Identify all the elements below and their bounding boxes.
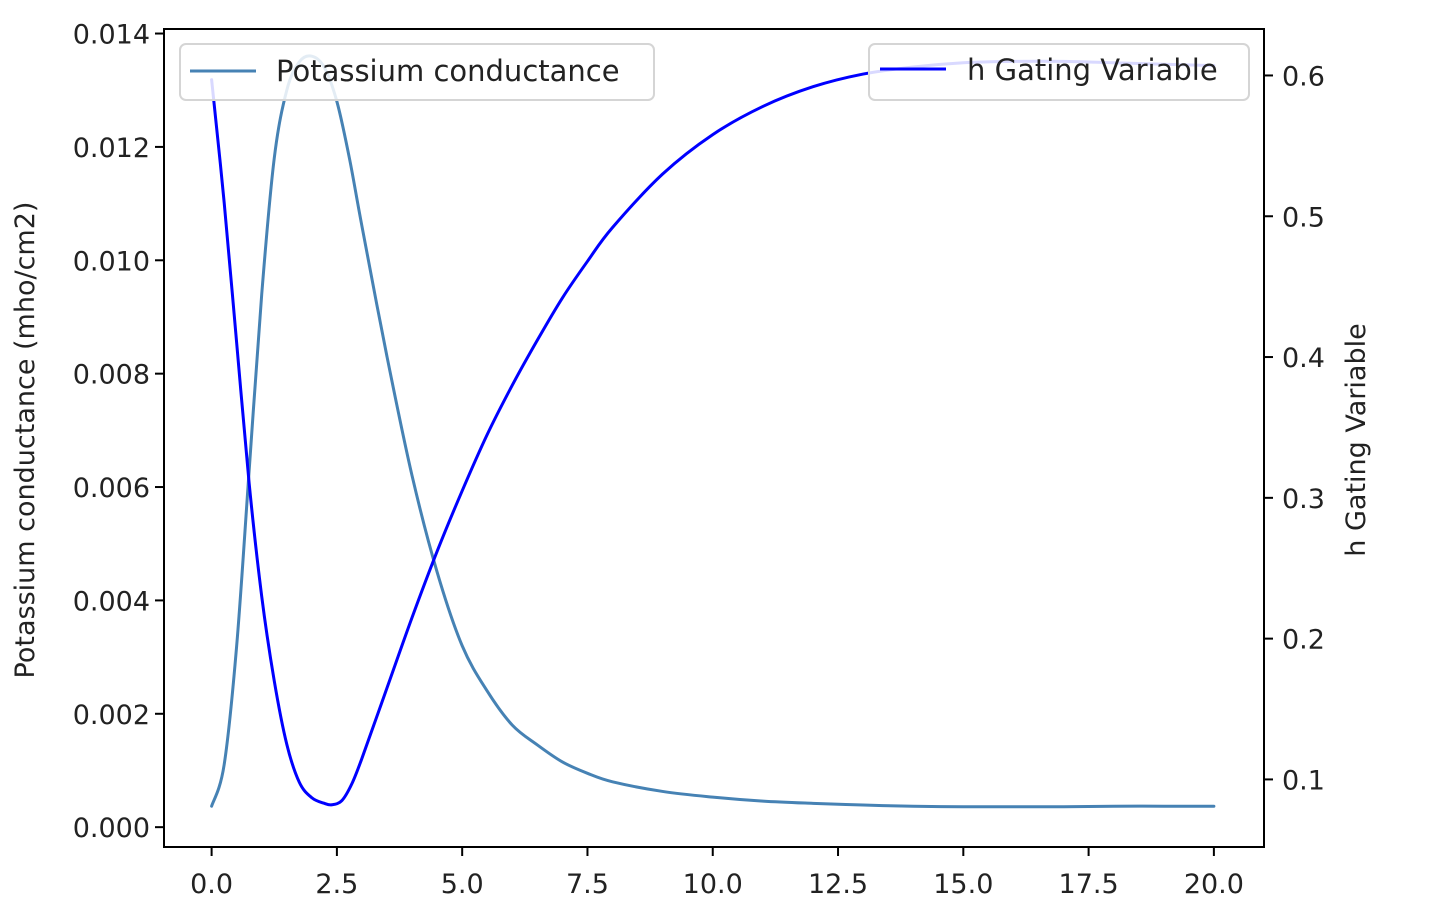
x-tick-label: 15.0 <box>933 869 993 900</box>
right-y-tick-label: 0.1 <box>1282 765 1325 796</box>
left-y-tick-label: 0.008 <box>73 360 150 391</box>
right-y-tick-label: 0.4 <box>1282 343 1325 374</box>
left-y-tick-label: 0.006 <box>73 473 150 504</box>
legend-right-label: h Gating Variable <box>967 53 1218 87</box>
legend-left-box <box>179 43 655 101</box>
right-y-tick-label: 0.3 <box>1282 484 1325 515</box>
left-y-axis-ticks: 0.000 0.002 0.004 0.006 0.008 0.010 0.012 0.014 <box>73 20 164 844</box>
x-tick-label: 7.5 <box>566 869 609 900</box>
legend-right-box <box>868 43 1250 101</box>
legend-right: h Gating Variable <box>868 43 1250 101</box>
x-tick-label: 10.0 <box>683 869 743 900</box>
x-tick-label: 0.0 <box>190 869 233 900</box>
x-tick-label: 12.5 <box>808 869 868 900</box>
series-line-h-gating-variable <box>210 59 1216 807</box>
plot-frame <box>163 28 1265 848</box>
legend-left: Potassium conductance <box>179 43 655 101</box>
x-axis-ticks: 0.0 2.5 5.0 7.5 10.0 12.5 15.0 17.5 20.0 <box>190 847 1244 900</box>
right-y-tick-label: 0.5 <box>1282 202 1325 233</box>
right-y-tick-label: 0.2 <box>1282 625 1325 656</box>
left-y-tick-label: 0.010 <box>73 246 150 277</box>
x-tick-label: 5.0 <box>441 869 484 900</box>
series-layer <box>210 54 1216 809</box>
left-y-tick-label: 0.014 <box>73 20 150 51</box>
x-tick-label: 20.0 <box>1184 869 1244 900</box>
legend-left-label: Potassium conductance <box>276 54 620 88</box>
left-y-tick-label: 0.000 <box>73 813 150 844</box>
left-y-axis-label: Potassium conductance (mho/cm2) <box>10 202 41 679</box>
right-y-axis-ticks: 0.1 0.2 0.3 0.4 0.5 0.6 <box>1264 61 1325 796</box>
left-y-tick-label: 0.002 <box>73 700 150 731</box>
series-line-potassium-conductance <box>210 54 1216 809</box>
x-tick-label: 17.5 <box>1059 869 1119 900</box>
right-y-tick-label: 0.6 <box>1282 61 1325 92</box>
x-tick-label: 2.5 <box>315 869 358 900</box>
left-y-tick-label: 0.004 <box>73 586 150 617</box>
left-y-tick-label: 0.012 <box>73 133 150 164</box>
right-y-axis-label: h Gating Variable <box>1341 323 1372 556</box>
